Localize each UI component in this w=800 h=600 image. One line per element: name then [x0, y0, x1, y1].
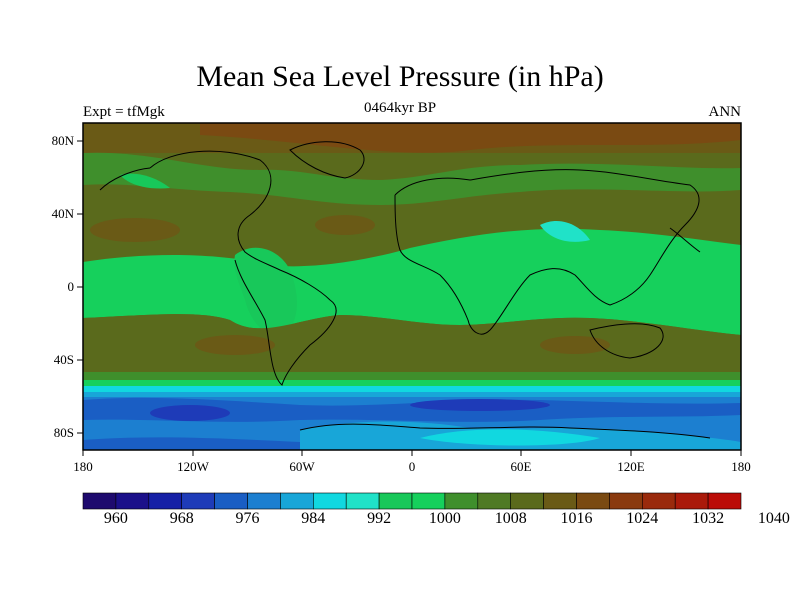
colorbar-swatch [543, 492, 577, 510]
season-label: ANN [708, 104, 742, 120]
colorbar-swatch [641, 492, 676, 510]
colorbar-swatch [82, 492, 117, 510]
colorbar-swatch [378, 492, 413, 510]
colorbar-swatch [609, 492, 643, 510]
colorbar-swatch [115, 492, 150, 510]
colorbar [82, 492, 742, 510]
colorbar-label: 984 [301, 510, 326, 527]
colorbar-label: 1016 [560, 510, 593, 527]
lat-label-0: 0 [67, 279, 75, 294]
lat-label-40n: 40N [51, 206, 74, 221]
colorbar-label: 1024 [626, 510, 659, 527]
colorbar-label: 968 [169, 510, 194, 527]
colorbar-swatch [411, 492, 446, 510]
colorbar-label: 1000 [428, 510, 461, 527]
colorbar-label: 992 [367, 510, 392, 527]
lon-label-120e: 120E [617, 459, 645, 474]
colorbar-swatch [312, 492, 347, 510]
map-field [83, 123, 741, 450]
lon-label-60e: 60E [510, 459, 532, 474]
period-label: 0464kyr BP [363, 100, 437, 116]
colorbar-swatch [444, 492, 479, 510]
lat-label-80s: 80S [53, 425, 74, 440]
lon-label-180e: 180 [731, 459, 751, 474]
page-title: Mean Sea Level Pressure (in hPa) [196, 60, 604, 93]
axis-ticks [77, 140, 742, 456]
colorbar-swatch [477, 492, 511, 510]
colorbar-label: 976 [235, 510, 260, 527]
colorbar-swatch [576, 492, 610, 510]
colorbar-label: 1008 [494, 510, 527, 527]
lon-label-180w: 180 [73, 459, 93, 474]
colorbar-swatch [181, 492, 215, 510]
colorbar-label: 960 [103, 510, 128, 527]
colorbar-label: 1032 [692, 510, 725, 527]
lon-label-0: 0 [408, 459, 416, 474]
experiment-label: Expt = tfMgk [83, 104, 165, 120]
lat-label-40s: 40S [53, 352, 74, 367]
coastlines [99, 141, 711, 439]
lon-label-120w: 120W [177, 459, 209, 474]
lat-label-80n: 80N [51, 133, 74, 148]
lon-label-60w: 60W [289, 459, 315, 474]
colorbar-swatch [148, 492, 183, 510]
colorbar-swatch [214, 492, 248, 510]
colorbar-label: 1040 [757, 510, 790, 527]
colorbar-swatch [247, 492, 281, 510]
colorbar-swatch [674, 492, 709, 510]
colorbar-swatch [345, 492, 380, 510]
colorbar-swatch [280, 492, 314, 510]
colorbar-swatch [510, 492, 544, 510]
colorbar-swatch [707, 492, 742, 510]
